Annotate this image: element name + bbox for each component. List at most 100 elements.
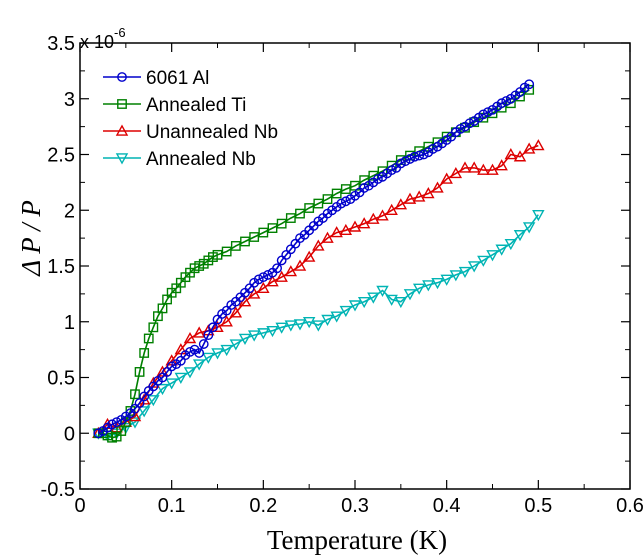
data-point bbox=[330, 311, 343, 323]
legend-label: Annealed Ti bbox=[146, 95, 246, 116]
data-point bbox=[156, 383, 169, 396]
data-point bbox=[128, 410, 142, 422]
data-point bbox=[284, 265, 298, 277]
data-point bbox=[253, 274, 264, 285]
data-point bbox=[339, 305, 353, 318]
data-point bbox=[143, 333, 154, 344]
data-point bbox=[134, 367, 145, 377]
data-point bbox=[483, 107, 493, 118]
series-line bbox=[98, 214, 539, 437]
data-point bbox=[504, 238, 518, 251]
data-point bbox=[183, 367, 197, 379]
data-point bbox=[340, 184, 351, 194]
y-tick-label: 3 bbox=[64, 89, 75, 111]
x-tick-label: 0.6 bbox=[616, 495, 644, 517]
data-point bbox=[285, 213, 296, 223]
data-point bbox=[385, 294, 398, 306]
data-point bbox=[247, 287, 261, 299]
y-tick-label: 2 bbox=[64, 200, 75, 222]
series-line bbox=[97, 144, 539, 434]
data-point bbox=[431, 181, 444, 193]
data-point bbox=[275, 270, 288, 282]
y-tick-label: -0.5 bbox=[41, 479, 75, 501]
data-point bbox=[464, 118, 475, 129]
data-point bbox=[522, 222, 536, 234]
data-point bbox=[449, 166, 463, 179]
data-point bbox=[312, 239, 325, 251]
data-point bbox=[263, 270, 273, 280]
data-point bbox=[458, 266, 472, 279]
data-point bbox=[202, 352, 215, 364]
x-tick-label: 0 bbox=[74, 495, 85, 517]
data-point bbox=[302, 250, 316, 262]
data-point bbox=[477, 255, 490, 267]
data-point bbox=[257, 328, 270, 340]
x-tick-label: 0.1 bbox=[158, 495, 186, 517]
data-point bbox=[412, 190, 426, 202]
data-point bbox=[524, 84, 535, 95]
data-point bbox=[266, 275, 279, 287]
data-point bbox=[128, 417, 142, 429]
x-tick-label: 0.2 bbox=[249, 495, 277, 517]
data-point bbox=[359, 183, 370, 193]
data-point bbox=[486, 250, 499, 262]
series-layer bbox=[92, 79, 545, 443]
data-point bbox=[313, 198, 324, 209]
data-point bbox=[148, 322, 159, 333]
data-point bbox=[130, 389, 140, 400]
data-point bbox=[477, 163, 490, 175]
data-point bbox=[211, 320, 224, 333]
data-point bbox=[350, 180, 360, 191]
data-point bbox=[238, 333, 252, 345]
data-point bbox=[257, 281, 270, 294]
data-point bbox=[194, 348, 205, 358]
data-point bbox=[212, 249, 223, 260]
data-point bbox=[336, 198, 347, 209]
data-point bbox=[367, 292, 380, 304]
data-point bbox=[458, 161, 472, 173]
y-axis: -0.5 0 0.5 1 1.5 2 2.5 3 3.5 bbox=[41, 33, 630, 501]
data-point bbox=[183, 331, 197, 344]
x-tick-label: 0.3 bbox=[341, 495, 369, 517]
data-point bbox=[395, 158, 406, 169]
data-point bbox=[403, 192, 417, 204]
data-point bbox=[229, 339, 243, 351]
data-point bbox=[486, 163, 499, 175]
data-point bbox=[240, 236, 250, 247]
data-point bbox=[198, 339, 209, 349]
legend-marker bbox=[115, 153, 129, 165]
data-point bbox=[513, 150, 527, 162]
data-point bbox=[478, 109, 489, 120]
y-tick-label: 1.5 bbox=[47, 256, 75, 278]
data-point bbox=[455, 123, 466, 134]
data-point bbox=[495, 244, 508, 256]
x-axis-title: Temperature (K) bbox=[267, 525, 447, 555]
data-point bbox=[147, 395, 160, 407]
data-point bbox=[513, 230, 527, 242]
legend: 6061 Al Annealed Ti Unannealed Nb Annealed … bbox=[103, 68, 278, 170]
data-point bbox=[422, 187, 435, 199]
data-point bbox=[258, 272, 269, 283]
data-point bbox=[449, 270, 463, 282]
y-tick-label: 2.5 bbox=[47, 145, 75, 167]
legend-label: Annealed Nb bbox=[146, 149, 256, 170]
data-point bbox=[312, 320, 325, 332]
data-point bbox=[357, 296, 371, 309]
data-point bbox=[192, 326, 206, 338]
data-point bbox=[532, 209, 545, 222]
data-point bbox=[339, 223, 353, 236]
data-point bbox=[428, 144, 438, 154]
data-point bbox=[440, 172, 453, 184]
data-point bbox=[321, 231, 334, 243]
data-point bbox=[266, 325, 279, 338]
data-point bbox=[532, 139, 545, 151]
data-point bbox=[431, 277, 444, 290]
data-point bbox=[156, 365, 169, 377]
data-point bbox=[348, 300, 362, 312]
data-point bbox=[340, 196, 351, 207]
data-point bbox=[93, 428, 104, 439]
data-point bbox=[330, 226, 343, 238]
data-point bbox=[504, 148, 518, 160]
data-point bbox=[403, 289, 417, 301]
